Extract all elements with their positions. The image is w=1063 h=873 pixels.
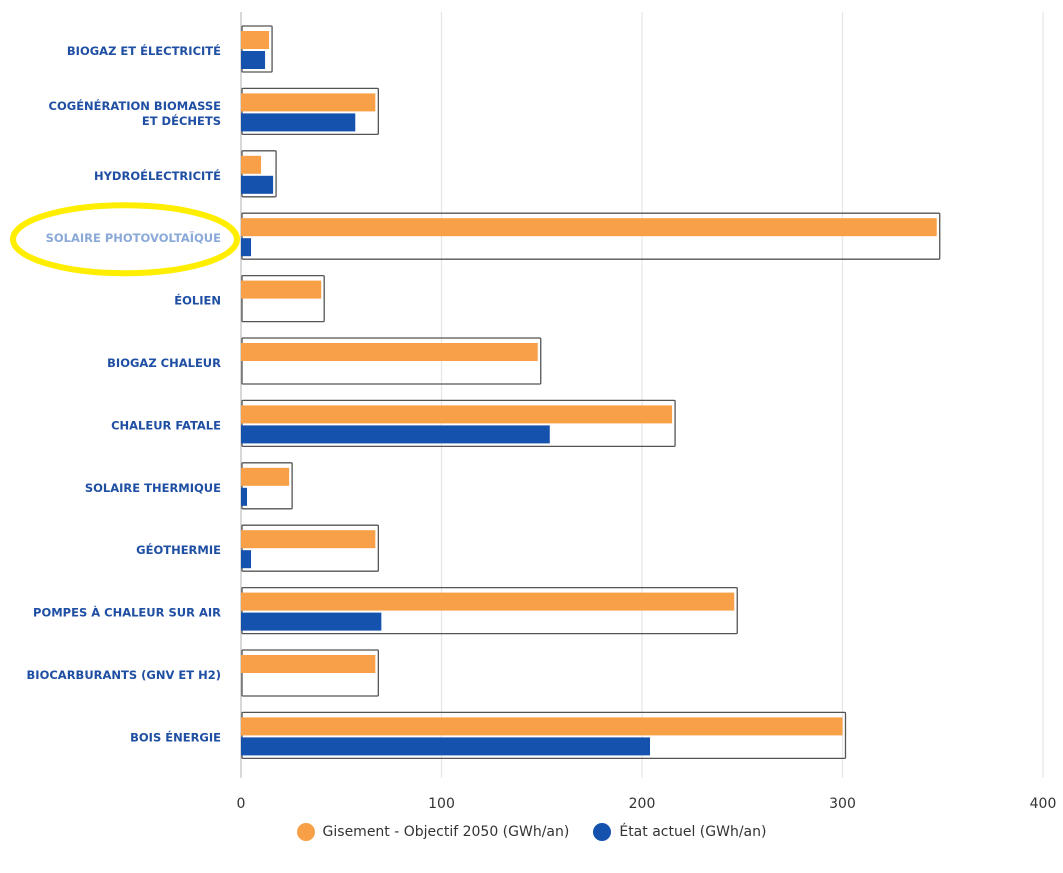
category-label: CHALEUR FATALE xyxy=(111,418,221,432)
legend-item-objectif: Gisement - Objectif 2050 (GWh/an) xyxy=(296,823,570,841)
bar-objectif xyxy=(241,405,673,424)
bar-objectif xyxy=(241,592,735,611)
grid-lines xyxy=(240,12,1044,778)
highlight-annotation xyxy=(10,202,240,277)
category-label: COGÉNÉRATION BIOMASSE xyxy=(49,98,222,113)
category-label: SOLAIRE PHOTOVOLTAÏQUE xyxy=(46,230,222,245)
category-label: BIOCARBURANTS (GNV ET H2) xyxy=(27,668,221,682)
legend-swatch-objectif xyxy=(296,823,315,841)
bar-actuel xyxy=(241,737,651,756)
category-label: BIOGAZ CHALEUR xyxy=(107,356,221,370)
highlight-ellipse xyxy=(10,202,240,277)
x-tick-label: 100 xyxy=(428,796,455,812)
bar-objectif xyxy=(241,93,376,112)
bar-actuel xyxy=(241,175,274,194)
x-tick-label: 0 xyxy=(237,796,246,812)
bar-objectif xyxy=(241,280,322,299)
legend-item-actuel: État actuel (GWh/an) xyxy=(593,823,766,841)
bar-objectif xyxy=(241,655,376,673)
bar-objectif xyxy=(241,530,376,549)
legend-swatch-actuel xyxy=(593,823,612,841)
bar-actuel xyxy=(241,550,252,569)
category-labels: BIOGAZ ET ÉLECTRICITÉ COGÉNÉRATION BIOMAS… xyxy=(27,43,222,744)
category-label: BIOGAZ ET ÉLECTRICITÉ xyxy=(67,43,221,58)
category-label: ET DÉCHETS xyxy=(142,113,221,128)
category-label: POMPES À CHALEUR SUR AIR xyxy=(33,605,221,620)
category-label: HYDROÉLECTRICITÉ xyxy=(94,168,221,183)
category-label: SOLAIRE THERMIQUE xyxy=(85,481,221,495)
category-label: GÉOTHERMIE xyxy=(136,542,221,557)
bar-actuel xyxy=(241,425,550,444)
bar-objectif xyxy=(241,343,538,361)
legend-label-actuel: État actuel (GWh/an) xyxy=(619,824,767,840)
x-tick-label: 300 xyxy=(829,796,856,812)
x-tick-labels: 0 100 200 300 400 xyxy=(237,796,1057,812)
bars-group xyxy=(241,25,941,760)
bar-objectif xyxy=(241,31,270,49)
category-label: ÉOLIEN xyxy=(174,293,221,308)
bar-actuel xyxy=(241,113,356,132)
bar-objectif xyxy=(241,155,262,174)
bar-actuel xyxy=(241,51,266,69)
x-tick-label: 200 xyxy=(629,796,656,812)
x-tick-label: 400 xyxy=(1030,796,1057,812)
bar-actuel xyxy=(241,487,248,506)
bar-objectif xyxy=(241,717,843,736)
legend: Gisement - Objectif 2050 (GWh/an) État a… xyxy=(0,823,1063,841)
bar-objectif xyxy=(241,218,937,237)
bar-actuel xyxy=(241,612,382,631)
bar-actuel xyxy=(241,238,252,257)
bar-objectif xyxy=(241,467,290,486)
legend-label-objectif: Gisement - Objectif 2050 (GWh/an) xyxy=(322,824,570,840)
category-label: BOIS ÉNERGIE xyxy=(130,729,221,744)
